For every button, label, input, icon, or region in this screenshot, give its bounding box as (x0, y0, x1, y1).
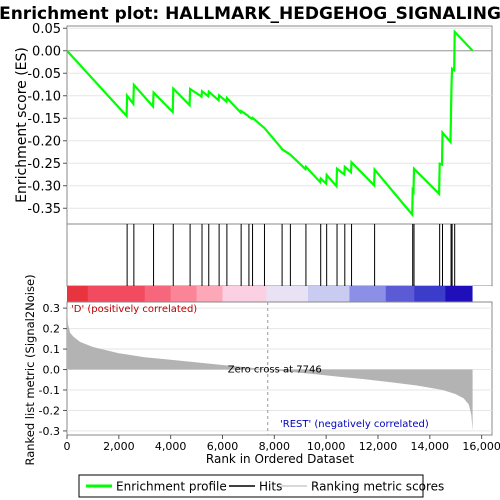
metric-x-tick-label: 14,000 (411, 440, 450, 453)
es-y-tick-label: -0.35 (27, 202, 61, 217)
metric-x-tick-label: 0 (64, 440, 71, 453)
legend-hits-label: Hits (259, 480, 282, 494)
colorbar-segment (170, 286, 197, 302)
metric-gridlines (67, 307, 492, 432)
metric-y-tick-label: 0.1 (43, 343, 61, 356)
colorbar-segment (414, 286, 446, 302)
ranking-metric-area (67, 306, 473, 431)
es-y-tick-label: -0.05 (27, 67, 61, 82)
chart-title: Enrichment plot: HALLMARK_HEDGEHOG_SIGNA… (0, 4, 500, 24)
metric-y-tick-label: -0.3 (39, 425, 60, 438)
metric-x-tick-label: 16,000 (462, 440, 500, 453)
es-y-label: Enrichment score (ES) (14, 47, 30, 203)
colorbar-segment (87, 286, 146, 302)
colorbar-segment (308, 286, 350, 302)
rank-colorbar (67, 286, 492, 302)
es-plot-frame (66, 25, 493, 225)
metric-panel: Zero cross at 7746 'D' (positively corre… (23, 274, 500, 466)
legend-enrichment-label: Enrichment profile (116, 480, 227, 494)
es-y-tick-label: -0.20 (27, 134, 61, 149)
legend: Enrichment profile Hits Ranking metric s… (78, 474, 444, 498)
metric-x-label: Rank in Ordered Dataset (206, 452, 354, 466)
es-y-tick-label: 0.00 (32, 44, 61, 59)
positive-correlation-label: 'D' (positively correlated) (71, 304, 197, 315)
hits-frame (66, 223, 493, 287)
metric-y-tick-label: -0.2 (39, 404, 60, 417)
metric-x-tick-label: 4,000 (155, 440, 187, 453)
metric-y-tick-label: -0.1 (39, 384, 60, 397)
metric-x-axis: 0 2,000 4,000 6,000 8,000 10,000 12,000 14,000 1… (64, 435, 500, 453)
es-y-tick-label: -0.30 (27, 179, 61, 194)
colorbar-segment (445, 286, 473, 302)
es-panel: 0.05 0.00 -0.05 -0.10 -0.15 -0.20 -0.25 -0.30 -0… (14, 22, 493, 225)
colorbar-segment (266, 286, 309, 302)
metric-y-axis: 0.3 0.2 0.1 0.0 -0.1 -0.2 -0.3 (39, 302, 67, 438)
metric-y-label: Ranked list metric (Signal2Noise) (23, 274, 37, 465)
negative-correlation-label: 'REST' (negatively correlated) (280, 419, 429, 430)
colorbar-segment (385, 286, 415, 302)
legend-metric-label: Ranking metric scores (311, 480, 444, 494)
metric-y-tick-label: 0.3 (43, 302, 61, 315)
hit-markers (126, 224, 456, 286)
colorbar-segment (349, 286, 387, 302)
metric-x-tick-label: 8,000 (259, 440, 291, 453)
metric-x-tick-label: 2,000 (103, 440, 135, 453)
metric-y-tick-label: 0.0 (43, 364, 61, 377)
colorbar-tail (472, 286, 492, 302)
hits-panel (66, 223, 493, 287)
metric-x-tick-label: 12,000 (359, 440, 398, 453)
es-y-tick-label: -0.10 (27, 89, 61, 104)
colorbar-segment (67, 286, 89, 302)
es-y-tick-label: -0.25 (27, 157, 61, 172)
metric-y-tick-label: 0.2 (43, 323, 61, 336)
metric-x-tick-label: 6,000 (207, 440, 239, 453)
metric-x-tick-label: 10,000 (307, 440, 346, 453)
zero-cross-label: Zero cross at 7746 (228, 365, 322, 376)
colorbar-segment (222, 286, 267, 302)
colorbar-segment (196, 286, 223, 302)
colorbar-segment (144, 286, 171, 302)
es-y-axis: 0.05 0.00 -0.05 -0.10 -0.15 -0.20 -0.25 -0.30 -0… (27, 22, 67, 217)
enrichment-profile-line (66, 29, 474, 218)
es-y-tick-label: 0.05 (32, 22, 61, 37)
es-y-tick-label: -0.15 (27, 112, 61, 127)
